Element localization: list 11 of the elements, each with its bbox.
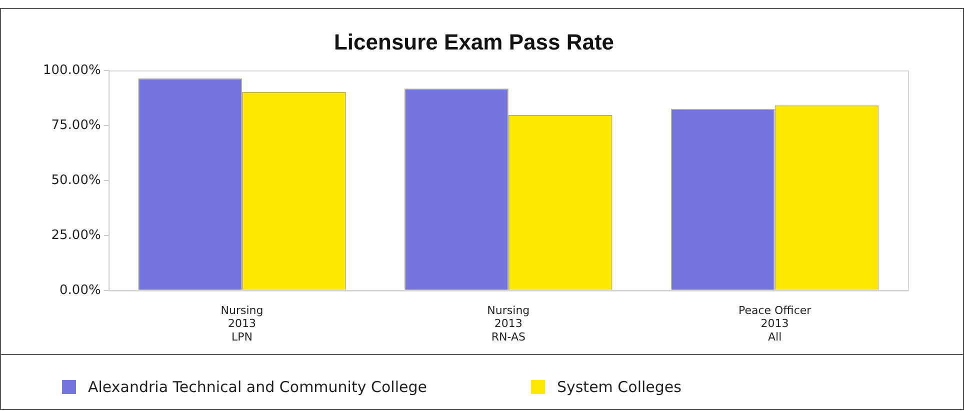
chart-title: Licensure Exam Pass Rate (334, 29, 614, 54)
y-tick-label: 50.00% (51, 172, 101, 188)
x-tick-label: Nursing 2013 RN-AS (487, 304, 530, 344)
legend-label: Alexandria Technical and Community College (88, 378, 427, 396)
y-tick-label: 75.00% (51, 118, 101, 133)
x-tick-label: Nursing 2013 LPN (220, 304, 264, 344)
x-tick-label: Peace Officer 2013 All (738, 304, 812, 344)
y-tick-label: 100.00% (42, 62, 101, 78)
y-tick-label: 25.00% (51, 228, 101, 243)
y-tick-label: 0.00% (60, 282, 101, 298)
legend-label: System Colleges (556, 378, 682, 396)
